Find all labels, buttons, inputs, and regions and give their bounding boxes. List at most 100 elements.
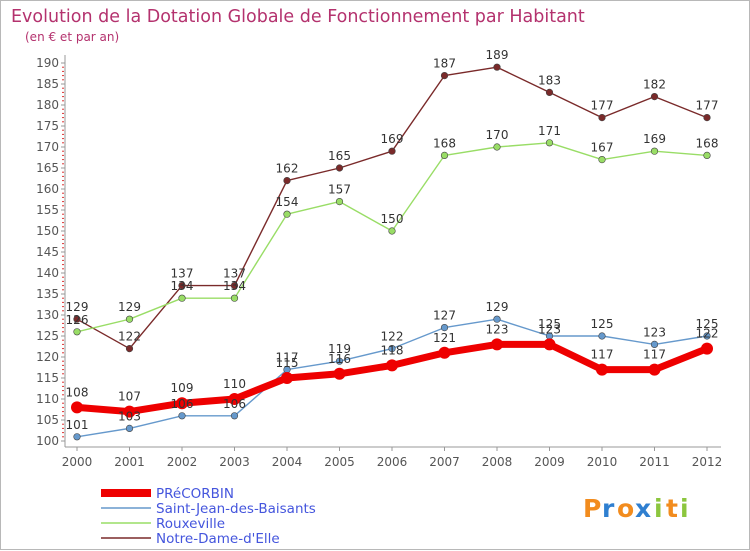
brand-letter: o bbox=[617, 494, 634, 523]
data-label-saint-jean-des-baisants: 106 bbox=[223, 397, 246, 411]
data-point-pr-corbin bbox=[71, 401, 83, 414]
legend: PRéCORBINSaint-Jean-des-BaisantsRouxevil… bbox=[101, 486, 316, 547]
data-point-notre-dame-d-elle bbox=[650, 92, 659, 101]
data-point-pr-corbin bbox=[438, 346, 451, 359]
brand-letter: r bbox=[602, 494, 615, 523]
chart-subtitle: (en € et par an) bbox=[25, 30, 119, 44]
data-label-saint-jean-des-baisants: 122 bbox=[381, 330, 404, 344]
x-tick-label: 2008 bbox=[482, 455, 513, 469]
y-tick-label: 150 bbox=[36, 224, 59, 238]
data-point-rouxeville bbox=[388, 227, 396, 235]
data-point-pr-corbin bbox=[491, 338, 503, 351]
y-tick-label: 105 bbox=[36, 413, 59, 427]
data-point-saint-jean-des-baisants bbox=[178, 412, 186, 420]
data-label-saint-jean-des-baisants: 106 bbox=[171, 397, 194, 411]
data-point-pr-corbin bbox=[648, 363, 661, 376]
brand-letter: t bbox=[666, 494, 678, 523]
data-point-saint-jean-des-baisants bbox=[388, 345, 396, 353]
data-point-rouxeville bbox=[650, 147, 659, 155]
data-label-pr-corbin: 118 bbox=[381, 343, 404, 357]
data-point-pr-corbin bbox=[333, 367, 346, 380]
data-label-saint-jean-des-baisants: 101 bbox=[66, 418, 89, 432]
y-tick-label: 120 bbox=[36, 350, 59, 364]
legend-label-rouxeville: Rouxeville bbox=[156, 516, 225, 532]
y-tick-label: 155 bbox=[36, 203, 59, 217]
x-tick-label: 2001 bbox=[114, 455, 145, 469]
y-tick-label: 165 bbox=[36, 161, 59, 175]
x-tick-label: 2004 bbox=[272, 455, 303, 469]
x-tick-label: 2012 bbox=[692, 455, 723, 469]
x-tick-label: 2007 bbox=[429, 455, 460, 469]
data-label-pr-corbin: 117 bbox=[643, 348, 666, 362]
data-point-saint-jean-des-baisants bbox=[230, 412, 239, 420]
data-label-rouxeville: 126 bbox=[66, 313, 89, 327]
data-label-pr-corbin: 121 bbox=[433, 331, 456, 345]
brand-letter: x bbox=[635, 494, 651, 523]
data-label-notre-dame-d-elle: 165 bbox=[328, 149, 351, 163]
data-label-notre-dame-d-elle: 177 bbox=[696, 99, 719, 113]
data-point-saint-jean-des-baisants bbox=[73, 433, 81, 441]
data-label-rouxeville: 170 bbox=[486, 128, 509, 142]
y-tick-label: 185 bbox=[36, 77, 59, 91]
data-point-rouxeville bbox=[703, 151, 711, 159]
y-tick-label: 115 bbox=[36, 371, 59, 385]
data-label-notre-dame-d-elle: 122 bbox=[118, 330, 141, 344]
y-tick-label: 140 bbox=[36, 266, 59, 280]
data-point-rouxeville bbox=[545, 139, 554, 147]
data-label-notre-dame-d-elle: 183 bbox=[538, 73, 561, 87]
data-label-rouxeville: 129 bbox=[118, 300, 141, 314]
data-label-notre-dame-d-elle: 187 bbox=[433, 57, 456, 71]
y-tick-label: 180 bbox=[36, 98, 59, 112]
data-labels: 129 122 137 137 162 165 169 187 189 183 177 182 177 1… bbox=[66, 48, 719, 432]
data-point-notre-dame-d-elle bbox=[283, 177, 291, 185]
chart-title: Evolution de la Dotation Globale de Fonc… bbox=[11, 7, 585, 27]
data-point-rouxeville bbox=[335, 198, 344, 206]
y-tick-label: 175 bbox=[36, 119, 59, 133]
x-tick-label: 2003 bbox=[219, 455, 250, 469]
data-point-pr-corbin bbox=[281, 372, 293, 384]
data-label-rouxeville: 167 bbox=[591, 141, 614, 155]
data-label-pr-corbin: 123 bbox=[486, 322, 509, 336]
data-label-saint-jean-des-baisants: 117 bbox=[276, 351, 299, 365]
data-point-pr-corbin bbox=[701, 342, 713, 355]
series-layer bbox=[71, 63, 713, 441]
data-label-notre-dame-d-elle: 137 bbox=[223, 267, 246, 281]
data-label-rouxeville: 134 bbox=[171, 279, 194, 293]
data-point-rouxeville bbox=[178, 294, 186, 302]
y-tick-label: 190 bbox=[36, 56, 59, 70]
y-tick-label: 145 bbox=[36, 245, 59, 259]
data-point-pr-corbin bbox=[176, 397, 188, 410]
data-label-notre-dame-d-elle: 177 bbox=[591, 99, 614, 113]
legend-label-saint-jean-des-baisants: Saint-Jean-des-Baisants bbox=[156, 501, 316, 517]
data-point-rouxeville bbox=[598, 156, 606, 164]
data-point-pr-corbin bbox=[596, 363, 608, 376]
data-label-pr-corbin: 117 bbox=[591, 348, 614, 362]
data-label-pr-corbin: 110 bbox=[223, 377, 246, 391]
data-point-rouxeville bbox=[125, 315, 134, 323]
data-label-saint-jean-des-baisants: 125 bbox=[538, 317, 561, 331]
data-label-pr-corbin: 116 bbox=[328, 352, 351, 366]
y-tick-label: 125 bbox=[36, 329, 59, 343]
data-point-saint-jean-des-baisants bbox=[125, 424, 134, 433]
series-line-rouxeville bbox=[76, 142, 708, 333]
data-label-saint-jean-des-baisants: 119 bbox=[328, 342, 351, 356]
data-point-saint-jean-des-baisants bbox=[493, 315, 501, 323]
data-point-notre-dame-d-elle bbox=[545, 88, 554, 96]
data-point-rouxeville bbox=[230, 294, 239, 302]
data-label-pr-corbin: 109 bbox=[171, 381, 194, 395]
data-point-saint-jean-des-baisants bbox=[598, 332, 606, 340]
data-point-notre-dame-d-elle bbox=[388, 147, 396, 155]
y-tick-label: 160 bbox=[36, 182, 59, 196]
data-point-rouxeville bbox=[283, 210, 291, 218]
data-label-notre-dame-d-elle: 162 bbox=[276, 162, 299, 176]
x-tick-label: 2010 bbox=[587, 455, 618, 469]
data-point-saint-jean-des-baisants bbox=[440, 324, 449, 332]
brand-letter: i bbox=[680, 494, 689, 523]
legend-label-pr-corbin: PRéCORBIN bbox=[156, 486, 234, 502]
data-label-saint-jean-des-baisants: 125 bbox=[696, 317, 719, 331]
data-point-pr-corbin bbox=[543, 338, 556, 351]
data-label-notre-dame-d-elle: 169 bbox=[381, 132, 404, 146]
